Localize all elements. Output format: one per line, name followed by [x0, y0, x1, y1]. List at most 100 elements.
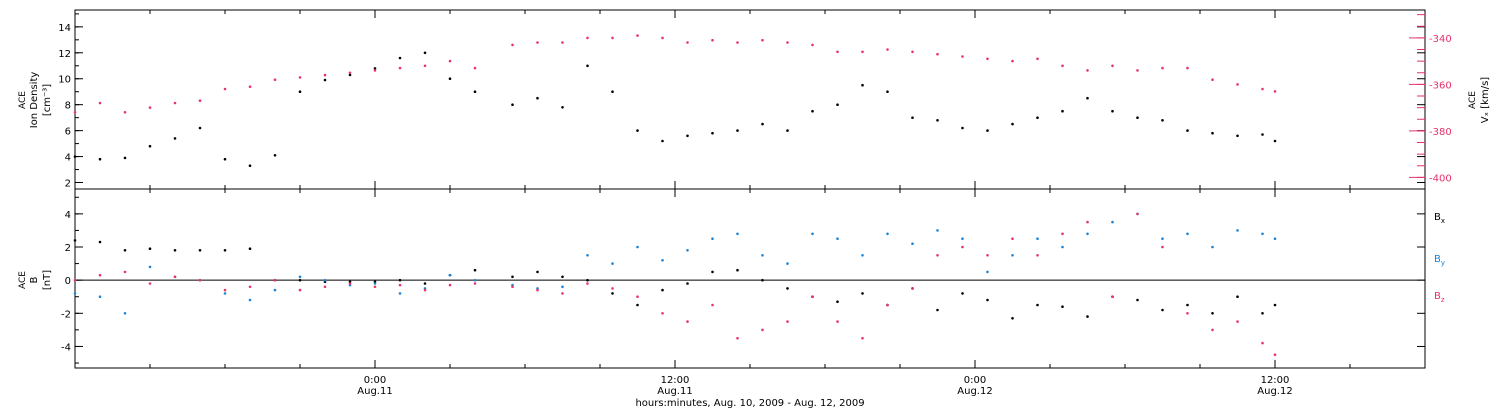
data-point [836, 50, 839, 54]
data-point [1186, 303, 1189, 307]
y-tick-label: 14 [58, 23, 71, 34]
data-point [836, 237, 839, 240]
data-point [786, 262, 789, 265]
data-point [836, 103, 839, 106]
data-point [886, 232, 889, 236]
data-point [323, 278, 327, 282]
data-point [786, 41, 789, 44]
data-point [861, 292, 864, 295]
data-point [1161, 308, 1164, 312]
data-point [686, 320, 689, 323]
data-point [1061, 305, 1064, 309]
data-point [1211, 245, 1214, 249]
data-point [1211, 131, 1214, 135]
x-tick-label-date: Aug.11 [357, 386, 392, 397]
data-point [173, 137, 177, 140]
data-point [636, 129, 639, 132]
data-point [1086, 220, 1089, 224]
data-point [1161, 245, 1164, 249]
data-point [398, 56, 402, 60]
data-point [586, 282, 589, 285]
data-point [1111, 220, 1114, 224]
data-point [1261, 133, 1264, 136]
data-point [473, 268, 477, 272]
data-point [298, 288, 302, 292]
data-point [1236, 295, 1239, 299]
data-point [123, 270, 127, 274]
data-point [986, 57, 989, 61]
data-point [811, 295, 814, 299]
right-y-tick-label: -380 [1429, 127, 1452, 138]
data-point [736, 41, 739, 44]
data-point [1236, 134, 1239, 138]
data-point [836, 300, 839, 304]
data-point [248, 164, 252, 167]
ylabel-vx-line1: ACE [1468, 91, 1478, 109]
data-point [611, 262, 614, 265]
data-point [98, 157, 102, 161]
data-point [961, 245, 964, 249]
y-tick-label: 4 [65, 210, 71, 221]
data-point [1061, 232, 1064, 236]
data-point [911, 242, 914, 245]
data-point [1111, 109, 1114, 113]
data-point [398, 278, 402, 282]
y-tick-label: 6 [65, 127, 71, 138]
data-point [961, 126, 964, 130]
data-point [711, 38, 714, 42]
legend-by: By [1434, 254, 1445, 267]
data-point [1273, 353, 1277, 357]
data-point [423, 288, 427, 292]
data-point [686, 41, 689, 44]
data-point [961, 55, 964, 58]
data-point [1186, 312, 1189, 315]
data-point [736, 336, 739, 340]
bottom-panel-frame [74, 188, 1426, 369]
data-point [511, 275, 514, 279]
data-point [1161, 119, 1164, 122]
right-y-tick-label: -340 [1429, 34, 1452, 45]
data-point [473, 66, 477, 70]
data-point [961, 292, 964, 295]
data-point [786, 320, 789, 323]
data-point [273, 154, 277, 157]
bottom-panel-y-ticks: -4 -2 0 2 4 [61, 196, 1425, 364]
ylabel-density-line2: Ion Density [29, 72, 40, 129]
data-point [836, 320, 839, 323]
data-point [1261, 232, 1264, 236]
data-point [811, 43, 814, 47]
top-panel-frame [74, 9, 1426, 190]
data-point [661, 36, 664, 40]
data-point [586, 254, 589, 257]
data-point [448, 77, 452, 80]
top-panel-right-ticks: -340 -360 -380 -400 [1409, 14, 1452, 190]
data-point [936, 229, 939, 232]
x-tick-label-date: Aug.12 [1257, 386, 1292, 397]
data-point [536, 288, 539, 292]
legend-bx: Bx [1434, 212, 1445, 225]
data-point [561, 41, 564, 44]
data-point [986, 254, 989, 257]
data-point [561, 106, 564, 109]
data-point [911, 50, 914, 54]
data-point [223, 292, 227, 295]
data-point [711, 131, 714, 135]
data-point [761, 278, 764, 282]
data-point [986, 129, 989, 132]
data-point [1036, 303, 1039, 307]
data-point [1273, 90, 1277, 93]
data-point [273, 288, 277, 292]
data-point [323, 78, 327, 82]
data-point [536, 270, 539, 274]
data-point [348, 73, 352, 77]
data-point [561, 285, 564, 289]
x-axis-label: hours:minutes, Aug. 10, 2009 - Aug. 12, … [635, 398, 864, 409]
data-point [611, 36, 614, 40]
y-tick-label: 4 [65, 153, 71, 164]
data-point [586, 64, 589, 68]
data-point [298, 278, 302, 282]
data-point [298, 275, 302, 279]
series-by [73, 212, 1277, 315]
data-point [661, 259, 664, 262]
data-point [98, 240, 102, 244]
